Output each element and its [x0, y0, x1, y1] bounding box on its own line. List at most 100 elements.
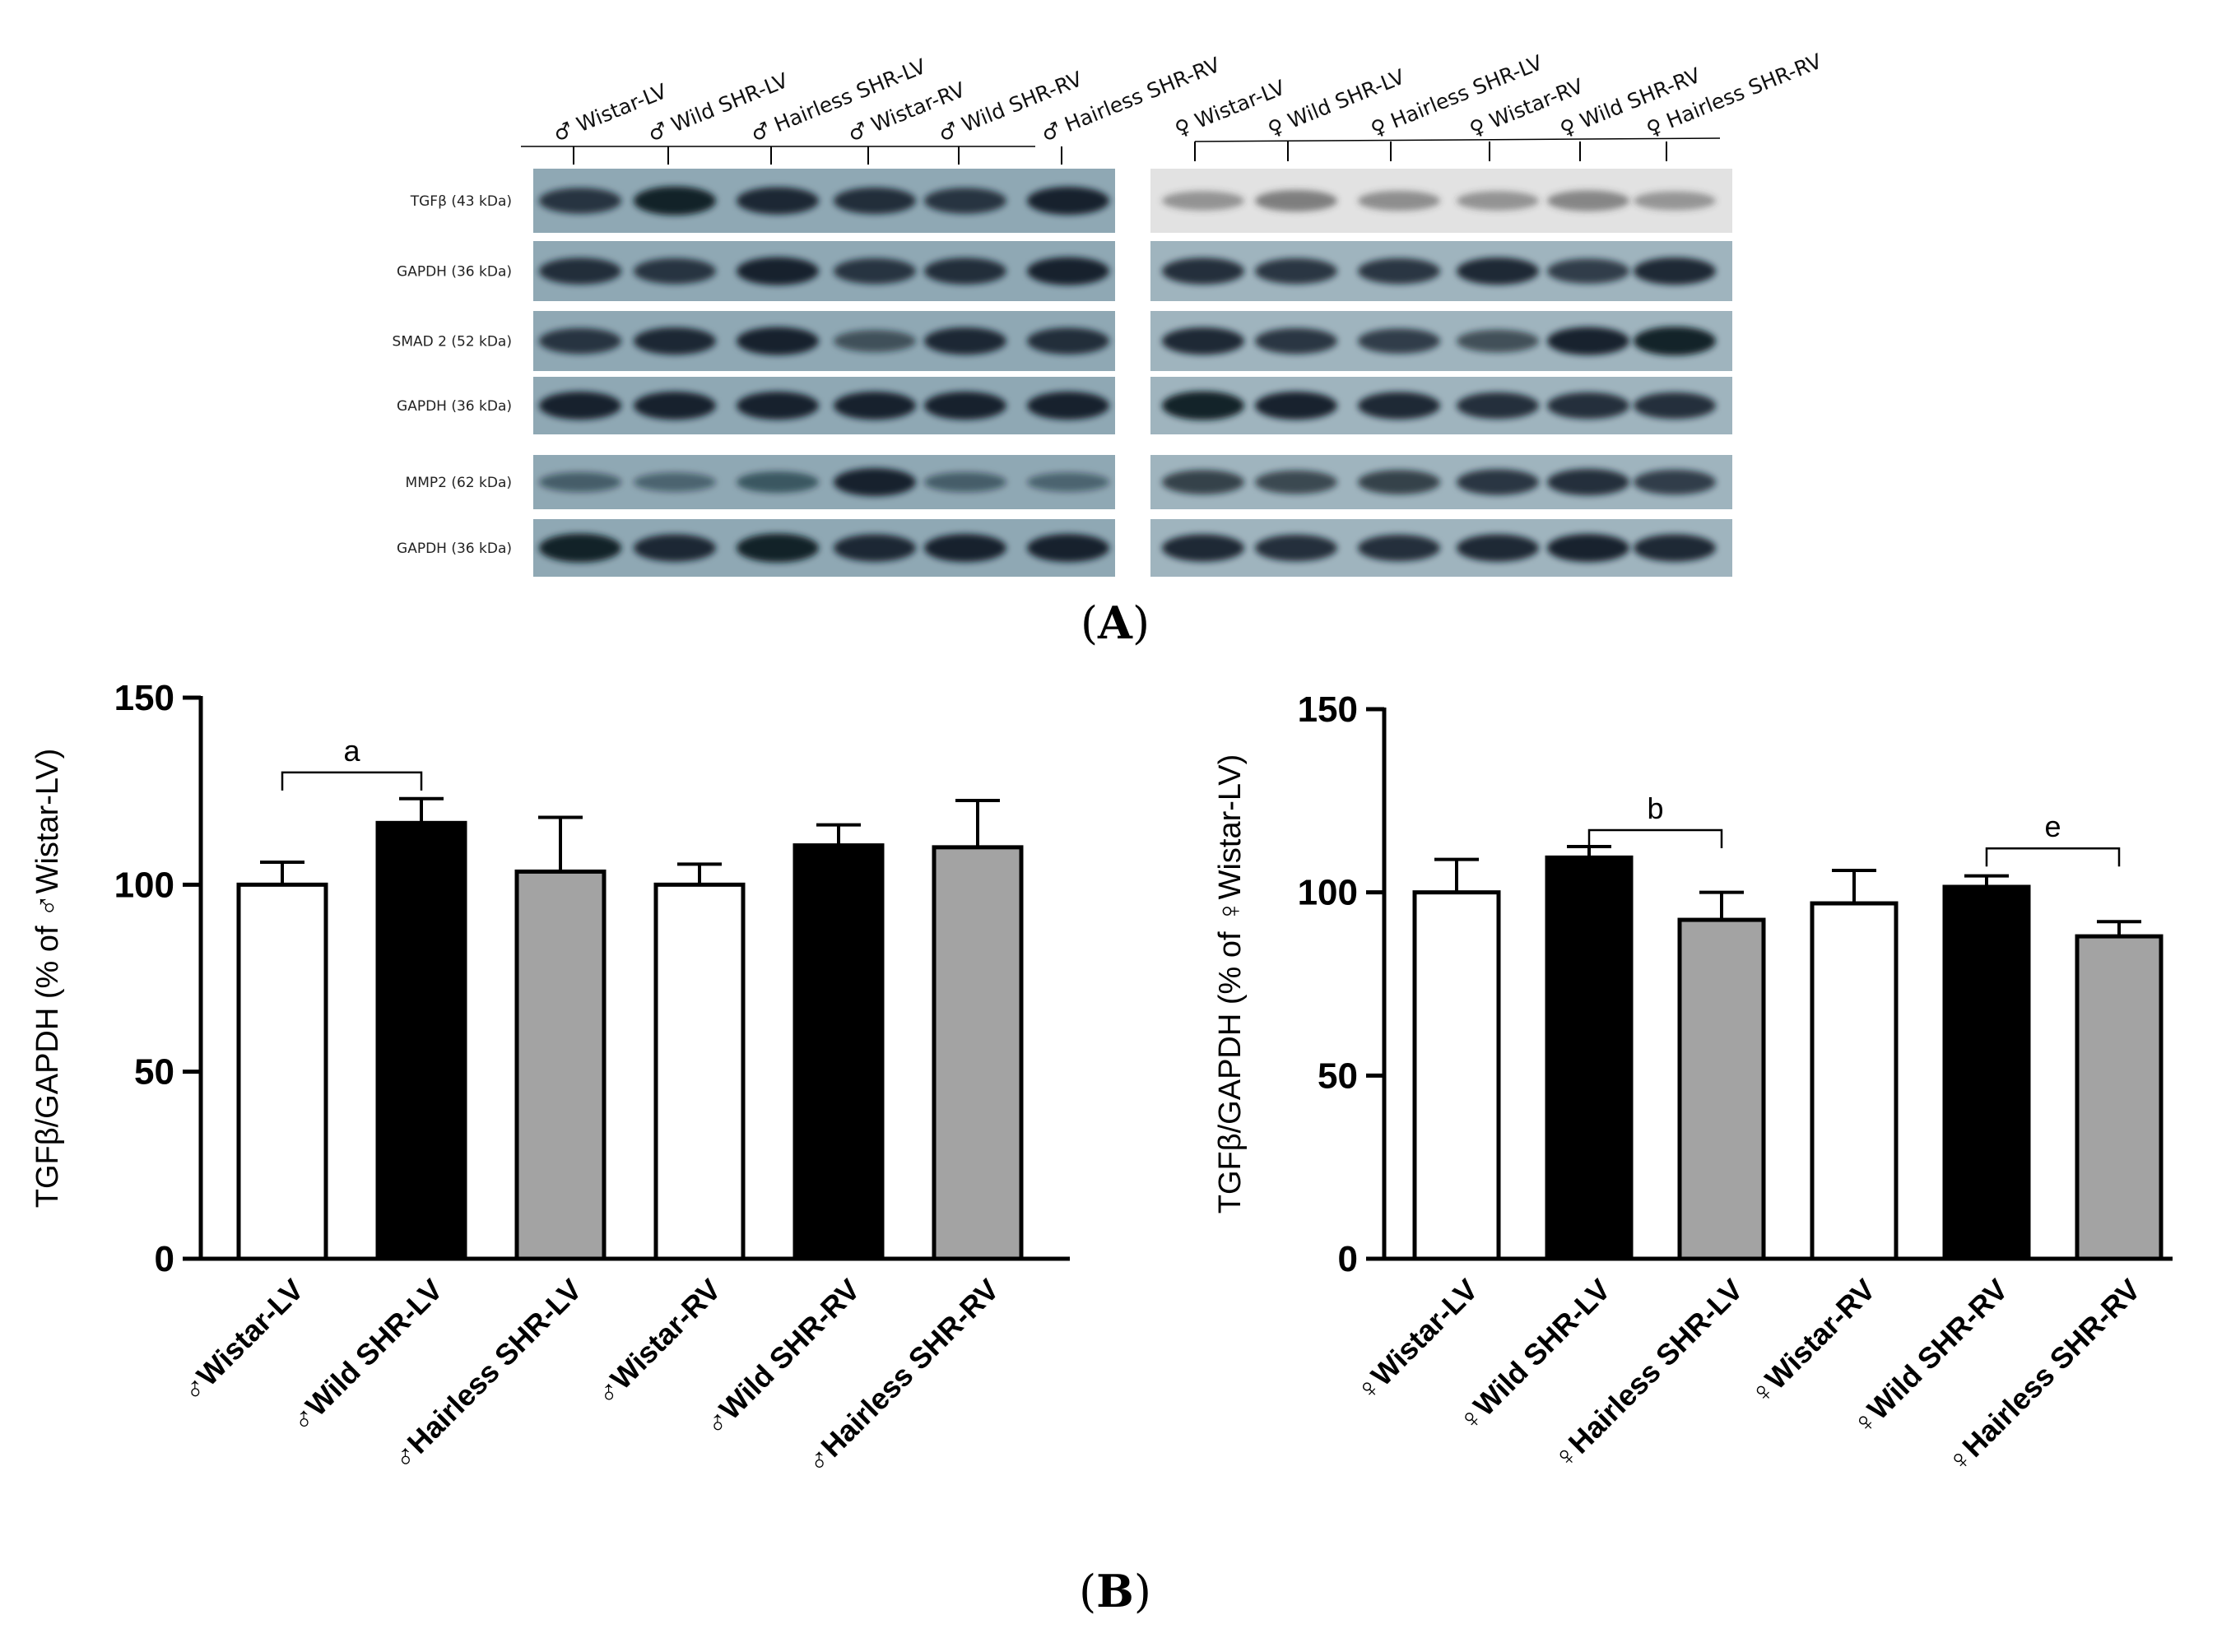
y-tick-label: 100: [1298, 873, 1358, 913]
female-blot-band: [1255, 470, 1337, 494]
male-blot-band: [634, 186, 716, 216]
category-label: ♂Wistar-RV: [588, 1273, 727, 1412]
male-blot-band: [924, 258, 1006, 285]
male-blot-band: [737, 391, 819, 420]
significance-label: a: [343, 734, 360, 768]
male-blot-band: [1027, 327, 1109, 355]
y-tick-label: 100: [114, 865, 174, 905]
male-blot-strip: [533, 241, 1115, 301]
female-blot-band: [1162, 191, 1244, 211]
female-blot-band: [1255, 327, 1337, 355]
bar: [1677, 917, 1766, 1261]
female-blot-band: [1358, 258, 1440, 285]
female-lane-label: ♀ Wild SHR-RV: [1556, 63, 1703, 142]
female-tgfb-bar-chart: 0 50 100 150 TGFβ/GAPDH (% of ♀Wistar-LV) ♀Wi…: [1213, 689, 2173, 1479]
female-blot-band: [1547, 392, 1629, 420]
panel-a-label: (A): [1081, 596, 1150, 649]
male-blot-strip: [533, 455, 1115, 509]
y-tick-label: 50: [1318, 1056, 1358, 1096]
male-blot-strip: [533, 311, 1115, 371]
female-blot-band: [1547, 258, 1629, 284]
male-blot-band: [634, 472, 716, 492]
y-tick-label: 0: [155, 1239, 174, 1279]
female-blot-band: [1358, 190, 1440, 211]
female-blot-band: [1547, 327, 1629, 355]
female-blot-band: [1255, 258, 1337, 285]
male-blot-band: [634, 391, 716, 420]
male-blot-band: [924, 391, 1006, 420]
category-label: ♀Wistar-LV: [1349, 1273, 1485, 1408]
category-label: ♂Wistar-LV: [174, 1273, 310, 1408]
male-blot-band: [834, 258, 916, 285]
male-blot-band: [924, 471, 1006, 493]
male-blot-band: [834, 187, 916, 215]
female-blot-band: [1162, 534, 1244, 562]
male-blot-band: [924, 533, 1006, 563]
male-blot-band: [1027, 472, 1109, 492]
female-blot-band: [1162, 327, 1244, 355]
female-blot-band: [1634, 534, 1716, 562]
female-blot-band: [1162, 391, 1244, 420]
male-blot-band: [834, 391, 916, 420]
bar: [653, 882, 746, 1261]
female-blot-band: [1634, 191, 1716, 211]
male-blot-band: [1027, 391, 1109, 420]
panel-b-label: (B): [1079, 1565, 1151, 1617]
female-blot-band: [1358, 328, 1440, 354]
female-blot-band: [1457, 257, 1539, 285]
female-blot-band: [1457, 469, 1539, 495]
female-blot-band: [1547, 190, 1629, 211]
female-blot-band: [1358, 534, 1440, 562]
bar: [2075, 934, 2164, 1261]
y-tick-label: 150: [1298, 689, 1358, 730]
female-blot-band: [1162, 258, 1244, 285]
male-blot-band: [1027, 257, 1109, 285]
female-blot-band: [1547, 533, 1629, 563]
bar: [1412, 890, 1501, 1261]
bar: [375, 820, 467, 1261]
female-blot-band: [1634, 257, 1716, 285]
blot-row-label: TGFβ (43 kDa): [410, 193, 512, 210]
bar: [1810, 901, 1899, 1261]
female-blot-band: [1255, 534, 1337, 562]
bar: [1545, 855, 1634, 1261]
male-blot-band: [1027, 186, 1109, 216]
y-tick-label: 150: [114, 678, 174, 718]
female-blot-band: [1634, 326, 1716, 356]
male-blot-band: [539, 471, 621, 493]
male-blot-band: [539, 327, 621, 355]
bar: [514, 869, 607, 1261]
bar: [236, 882, 328, 1261]
y-tick-label: 50: [134, 1052, 174, 1093]
male-blot-band: [634, 327, 716, 355]
male-blot-band: [539, 188, 621, 214]
significance-label: e: [2044, 810, 2061, 843]
male-tgfb-bar-chart: 0 50 100 150 TGFβ/GAPDH (% of ♂Wistar-LV) ♂Wi…: [30, 678, 1070, 1479]
blot-row-label: GAPDH (36 kDa): [397, 264, 512, 281]
female-blot-band: [1162, 470, 1244, 494]
female-lane-header-line: [1194, 137, 1721, 142]
bar: [1942, 884, 2031, 1261]
female-blot-band: [1457, 329, 1539, 353]
male-blot-band: [834, 467, 916, 497]
y-axis-title: TGFβ/GAPDH (% of ♂Wistar-LV): [30, 749, 65, 1208]
bar: [932, 845, 1024, 1261]
female-lane-label: ♀ Hairless SHR-LV: [1367, 50, 1545, 141]
blot-row-label: SMAD 2 (52 kDa): [393, 334, 512, 350]
male-blot-band: [737, 257, 819, 285]
male-blot-band: [737, 533, 819, 563]
female-blot-band: [1358, 392, 1440, 420]
male-blot-band: [539, 391, 621, 420]
significance-bracket: [1985, 847, 2121, 867]
female-blot-band: [1457, 191, 1539, 211]
female-blot-band: [1634, 392, 1716, 420]
blot-row-label: GAPDH (36 kDa): [397, 398, 512, 415]
male-blot-band: [737, 327, 819, 355]
female-blot-band: [1634, 469, 1716, 495]
category-label: ♀Wistar-RV: [1743, 1273, 1882, 1412]
western-blot-panel: ♂ Wistar-LV♂ Wild SHR-LV♂ Hairless SHR-L…: [393, 49, 1825, 577]
male-blot-band: [834, 534, 916, 562]
male-blot-band: [634, 258, 716, 285]
